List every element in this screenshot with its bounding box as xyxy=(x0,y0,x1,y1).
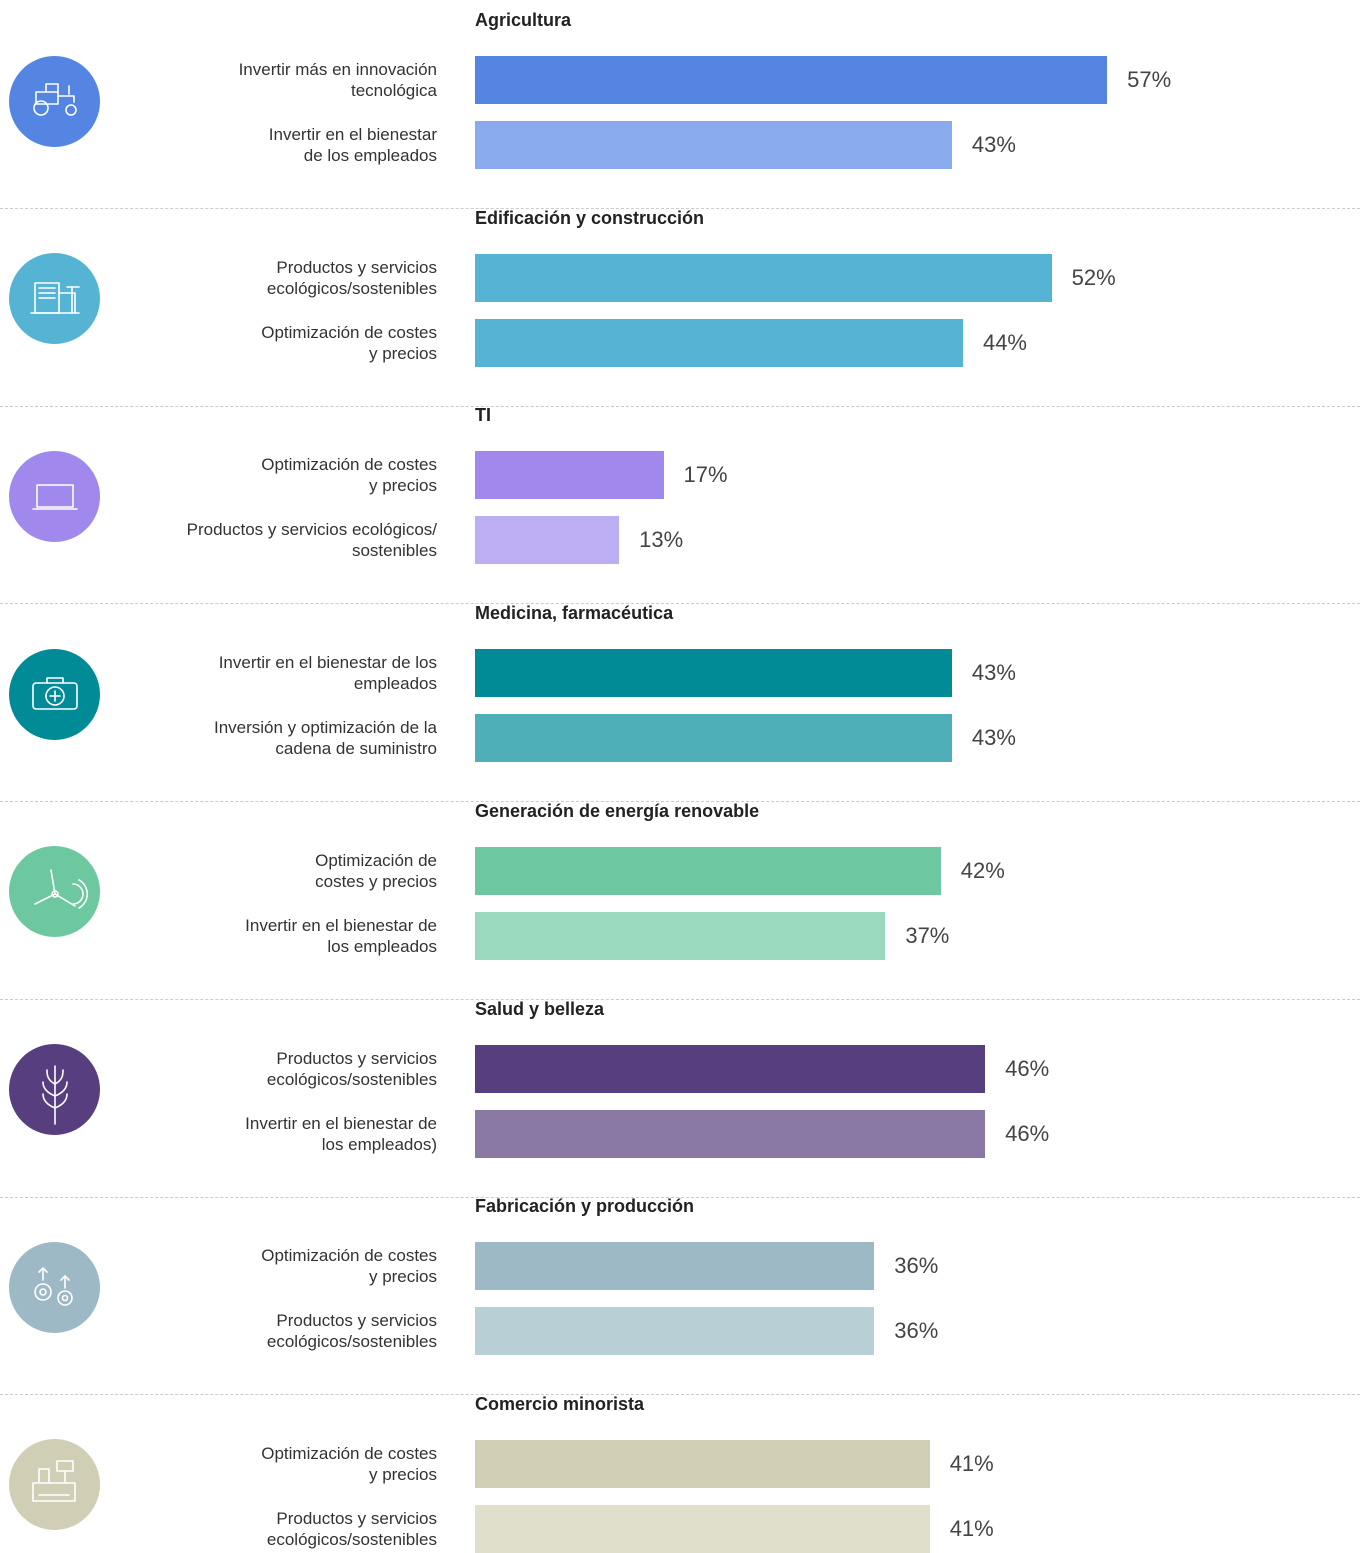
category-label: Productos y servicios ecológicos/sosteni… xyxy=(266,1048,437,1089)
value-label: 17% xyxy=(683,462,728,488)
icon-circle xyxy=(9,846,100,938)
bar xyxy=(475,1504,930,1553)
category-label: Optimización de costes y precios xyxy=(261,1443,437,1484)
icon xyxy=(32,484,78,510)
category-label: Optimización de costes y precios xyxy=(261,322,437,363)
bar xyxy=(475,318,963,367)
category-label: Invertir más en innovación tecnológica xyxy=(238,60,437,100)
group-title: Salud y belleza xyxy=(475,998,605,1019)
value-label: 42% xyxy=(960,857,1005,883)
bar xyxy=(475,846,941,895)
group-title: Medicina, farmacéutica xyxy=(475,603,674,624)
icon xyxy=(33,82,77,116)
value-label: 43% xyxy=(971,660,1016,686)
category-label: Optimización de costes y precios xyxy=(261,455,437,496)
icon xyxy=(34,1266,73,1306)
separator xyxy=(0,405,1360,407)
icon-circle xyxy=(9,1241,100,1333)
value-label: 44% xyxy=(982,329,1027,355)
icon xyxy=(42,1065,68,1125)
value-label: 46% xyxy=(1005,1055,1050,1081)
icon-circle xyxy=(9,253,100,345)
bar xyxy=(475,516,620,565)
bar xyxy=(475,451,664,500)
bar xyxy=(475,1439,930,1488)
value-label: 52% xyxy=(1071,264,1116,290)
value-label: 13% xyxy=(639,527,684,553)
value-label: 36% xyxy=(894,1253,939,1279)
separator xyxy=(0,208,1360,209)
group-title: Agricultura xyxy=(475,10,572,30)
category-label: Productos y servicios ecológicos/sosteni… xyxy=(266,257,437,298)
bar xyxy=(475,1109,986,1158)
category-label: Optimización de costes y precios xyxy=(315,850,437,891)
category-label: Productos y servicios ecológicos/sosteni… xyxy=(266,1311,437,1352)
separator xyxy=(0,998,1360,1000)
category-label: Productos y servicios ecológicos/sosteni… xyxy=(266,1508,437,1549)
bar xyxy=(475,253,1052,302)
icon-circle xyxy=(9,1044,100,1135)
group-title: Edificación y construcción xyxy=(475,207,705,228)
icon-circle xyxy=(9,1439,100,1531)
category-label: Invertir en el bienestar de los empleado… xyxy=(245,1113,437,1154)
icon xyxy=(32,676,78,710)
separator xyxy=(0,603,1360,605)
value-label: 43% xyxy=(971,725,1016,751)
bar xyxy=(475,56,1108,104)
icon xyxy=(34,869,88,910)
group-title: TI xyxy=(475,405,491,426)
icon xyxy=(32,1460,76,1503)
category-label: Optimización de costes y precios xyxy=(261,1246,437,1287)
category-label: Productos y servicios ecológicos/ sosten… xyxy=(186,520,437,561)
bar xyxy=(475,649,952,698)
bar xyxy=(475,1307,875,1356)
value-label: 46% xyxy=(1005,1120,1050,1146)
icon-circle xyxy=(9,450,100,542)
icon xyxy=(30,282,80,314)
icon-circle xyxy=(9,648,100,740)
separator xyxy=(0,1394,1360,1396)
group-title: Generación de energía renovable xyxy=(475,800,760,821)
bar xyxy=(475,714,952,763)
value-label: 43% xyxy=(971,132,1016,157)
category-label: Invertir en el bienestar de los empleado… xyxy=(268,125,437,165)
value-label: 57% xyxy=(1127,67,1172,92)
separator xyxy=(0,801,1360,803)
group-title: Comercio minorista xyxy=(475,1393,645,1414)
value-label: 41% xyxy=(949,1450,994,1476)
value-label: 36% xyxy=(894,1318,939,1344)
separator xyxy=(0,1196,1360,1198)
bar xyxy=(475,1044,986,1093)
bar xyxy=(475,121,952,169)
category-label: Invertir en el bienestar de los empleado… xyxy=(218,653,437,694)
group-title: Fabricación y producción xyxy=(475,1196,695,1217)
bar xyxy=(475,1242,875,1291)
value-label: 41% xyxy=(949,1515,994,1541)
category-label: Inversión y optimización de la cadena de… xyxy=(213,718,437,759)
value-label: 37% xyxy=(905,922,950,948)
category-label: Invertir en el bienestar de los empleado… xyxy=(245,915,437,956)
icon-circle xyxy=(9,55,100,147)
bar xyxy=(475,911,886,960)
